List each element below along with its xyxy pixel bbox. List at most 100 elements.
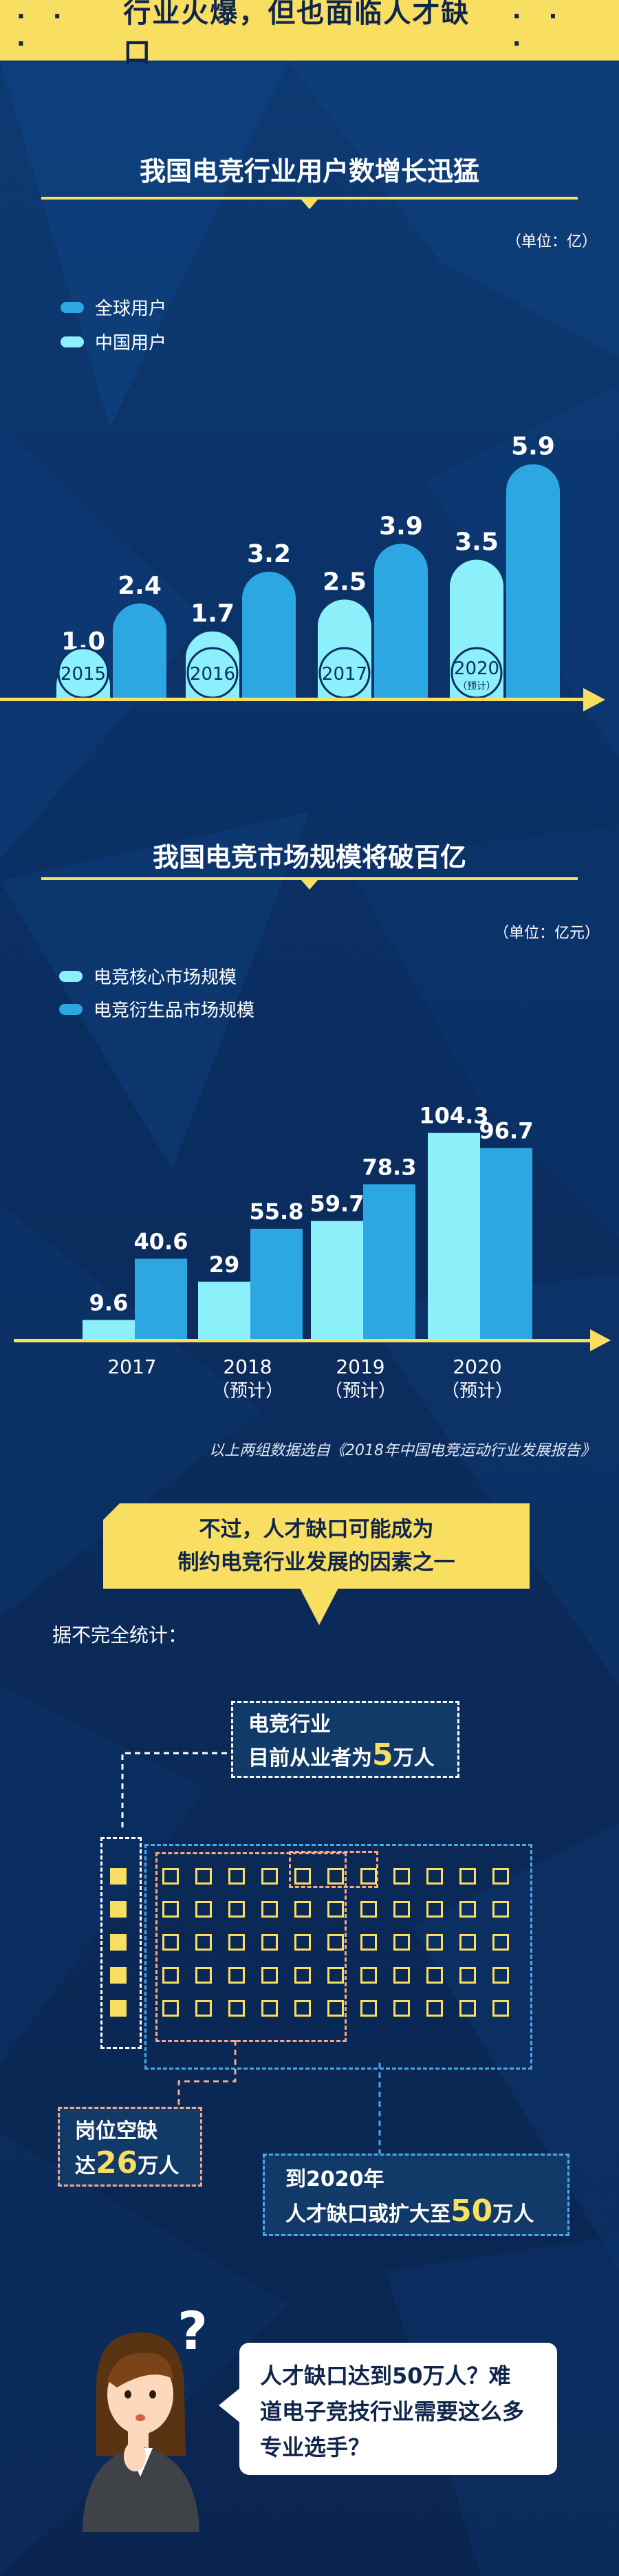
future-number: 50 — [450, 2193, 493, 2229]
person-square-current — [110, 2000, 127, 2017]
person-square-gap — [426, 1868, 443, 1885]
chart2-legend-core: 电竞核心市场规模 — [59, 963, 237, 989]
chart1-axis-line — [0, 698, 585, 701]
legend-swatch-derivative — [59, 1003, 83, 1015]
person-square-gap — [426, 1934, 443, 1951]
section1-underline-pointer — [301, 199, 318, 209]
data-source-note: 以上两组数据选自《2018年中国电竞运动行业发展报告》 — [209, 1442, 596, 1459]
future-unit: 万人 — [492, 2202, 534, 2226]
quote-line1: 不过，人才缺口可能成为 — [199, 1517, 434, 1542]
chart1-legend-global: 全球用户 — [61, 294, 166, 320]
person-square-gap — [360, 1934, 377, 1951]
person-square-gap — [459, 1901, 476, 1918]
quote-pointer — [300, 1588, 338, 1625]
chart2-axis-arrow — [590, 1329, 611, 1351]
chart2-x-label-2019: 2019 — [336, 1355, 384, 1378]
chart2-x-note-2019: （预计） — [325, 1381, 396, 1402]
current-number: 5 — [372, 1737, 393, 1772]
chart2-x-note-2018: （预计） — [212, 1381, 283, 1402]
chart1-year-label-2015: 2015 — [61, 664, 106, 685]
person-square-gap — [327, 1967, 344, 1984]
chart1-value-global-2016: 3.2 — [247, 540, 291, 568]
chart2-value-core-2019: 59.7 — [310, 1191, 365, 1217]
chart2-value-core-2018: 29 — [209, 1252, 240, 1278]
person-square-gap — [261, 1868, 278, 1885]
person-square-current — [110, 1901, 127, 1918]
speech-line3: 专业选手？ — [260, 2434, 371, 2460]
person-square-gap — [294, 2000, 311, 2017]
person-square-gap — [393, 1901, 410, 1918]
chart2-bar-core-2019 — [311, 1221, 363, 1339]
legend-label-global: 全球用户 — [95, 299, 167, 319]
section2-title: 我国电竞市场规模将破百亿 — [152, 842, 466, 872]
section1-underline — [41, 197, 578, 200]
speech-bubble: 人才缺口达到50万人？难 道电子竞技行业需要这么多 专业选手？ — [239, 2343, 557, 2475]
person-square-current — [110, 1868, 127, 1885]
person-square-gap — [162, 2000, 179, 2017]
person-square-gap — [195, 1967, 212, 1984]
vacancy-unit: 万人 — [138, 2154, 180, 2178]
vacancy-frame-extra — [289, 1851, 378, 1888]
person-square-gap — [195, 1901, 212, 1918]
person-square-gap — [360, 1901, 377, 1918]
chart1-svg: 1.02.420151.73.220162.53.920173.55.92020… — [0, 433, 605, 711]
speech-line1: 人才缺口达到50万人？难 — [260, 2363, 511, 2389]
person-square-gap — [492, 1868, 509, 1885]
current-unit: 万人 — [393, 1746, 435, 1770]
chart1-axis-arrow — [583, 688, 605, 711]
person-square-gap — [327, 2000, 344, 2017]
person-square-gap — [162, 1934, 179, 1951]
person-square-gap — [228, 1901, 245, 1918]
person-square-gap — [327, 1868, 344, 1885]
vacancy-box: 岗位空缺 达26万人 — [58, 2107, 202, 2187]
person-square-gap — [426, 1901, 443, 1918]
chart2-bar-derivative-2018 — [250, 1228, 303, 1339]
chart2-value-derivative-2020: 96.7 — [479, 1118, 534, 1144]
chart2-bar-core-2018 — [198, 1281, 250, 1339]
person-square-gap — [492, 1901, 509, 1918]
chart2-svg: 9.6 40.6 2017 29 55.8 2018 （预计） 59.7 78.3 2019 （预计… — [14, 1103, 611, 1402]
person-square-gap — [261, 1967, 278, 1984]
person-square-gap — [360, 2000, 377, 2017]
vacancy-pre: 达 — [75, 2154, 96, 2178]
person-square-gap — [393, 1868, 410, 1885]
chart1-year-label-2017: 2017 — [322, 664, 367, 685]
chart1-value-global-2017: 3.9 — [379, 512, 423, 540]
legend-label-derivative: 电竞衍生品市场规模 — [94, 1000, 255, 1021]
chart2-value-derivative-2019: 78.3 — [362, 1154, 417, 1180]
chart1-value-global-2015: 2.4 — [118, 572, 162, 600]
chart2-value-derivative-2018: 55.8 — [250, 1199, 304, 1225]
chart1-unit: （单位：亿） — [506, 233, 598, 250]
chart1-value-china-2017: 2.5 — [323, 568, 367, 596]
chart2-x-label-2020: 2020 — [453, 1355, 501, 1378]
person-square-gap — [162, 1868, 179, 1885]
chart2-bar-core-2020 — [428, 1133, 480, 1339]
chart1-value-china-2020: 3.5 — [455, 528, 499, 557]
chart2-value-derivative-2017: 40.6 — [134, 1228, 188, 1254]
person-square-gap — [162, 1967, 179, 1984]
chart1-year-label-2020: 2020 — [454, 658, 499, 679]
chart1-legend-china: 中国用户 — [61, 329, 166, 354]
chart2-unit: （单位：亿元） — [494, 925, 600, 942]
person-square-gap — [228, 1934, 245, 1951]
quote-line2: 制约电竞行业发展的因素之一 — [177, 1550, 455, 1575]
legend-swatch-china — [61, 336, 84, 347]
section1-title: 我国电竞行业用户数增长迅猛 — [139, 156, 479, 186]
person-square-gap — [360, 1967, 377, 1984]
person-square-gap — [261, 1901, 278, 1918]
chart1-bar-global-2020 — [506, 464, 560, 699]
person-square-gap — [459, 1868, 476, 1885]
vacancy-line1: 岗位空缺 — [75, 2119, 158, 2143]
current-line2: 目前从业者为 — [248, 1746, 372, 1770]
chart1-bar-global-2017 — [374, 544, 428, 699]
chart2-bar-derivative-2019 — [363, 1184, 415, 1339]
person-square-gap — [261, 1934, 278, 1951]
vacancy-number: 26 — [96, 2145, 138, 2180]
future-gap-box: 到2020年 人才缺口或扩大至50万人 — [263, 2154, 569, 2236]
section2-underline — [41, 877, 578, 880]
person-square-gap — [195, 1868, 212, 1885]
person-square-gap — [294, 1967, 311, 1984]
chart2-value-core-2020: 104.3 — [419, 1103, 488, 1129]
person-square-gap — [459, 1967, 476, 1984]
section2-underline-pointer — [301, 879, 318, 890]
